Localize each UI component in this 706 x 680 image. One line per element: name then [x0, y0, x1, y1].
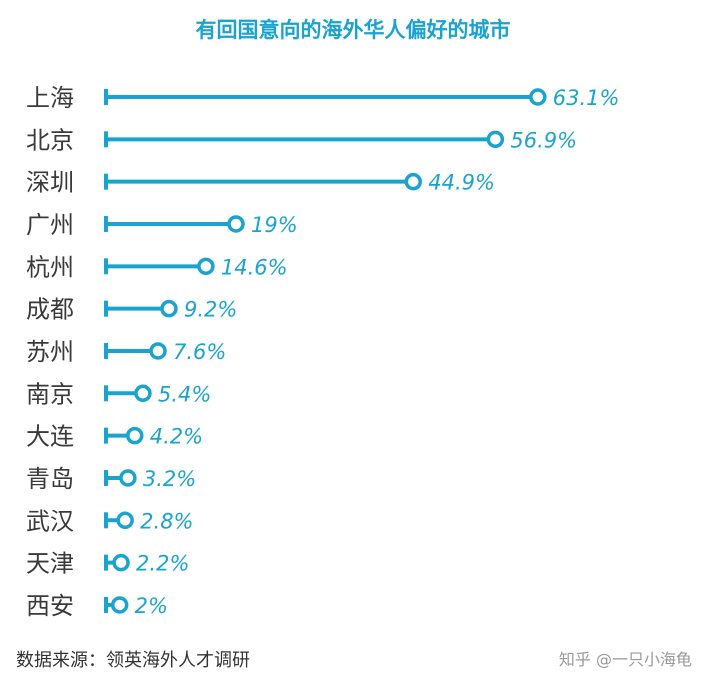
- watermark: 知乎 @一只小海龟: [558, 650, 692, 669]
- bar-end-marker: [486, 130, 505, 149]
- bar-end-marker: [149, 342, 167, 360]
- bar-end-marker: [110, 596, 129, 614]
- category-label: 成都: [26, 296, 74, 324]
- bar-end-marker: [404, 172, 422, 191]
- value-label: 2.8%: [140, 509, 193, 533]
- bar-end-marker: [197, 257, 215, 276]
- bar-end-marker: [529, 88, 547, 106]
- bar-end-marker: [227, 215, 245, 233]
- category-label: 青岛: [26, 465, 74, 493]
- lollipop-chart: 上海 63.1% 北京 56.9% 深圳 44.9% 广州 19% 杭州 14.6% 成都 9.2% 苏…: [26, 84, 620, 620]
- value-label: 5.4%: [158, 382, 211, 406]
- category-label: 广州: [26, 211, 74, 239]
- value-label: 19%: [251, 213, 298, 237]
- value-label: 7.6%: [173, 340, 226, 364]
- category-label: 上海: [26, 84, 74, 112]
- bar-end-marker: [119, 469, 137, 487]
- value-label: 63.1%: [553, 86, 620, 110]
- category-label: 杭州: [26, 253, 74, 281]
- category-label: 天津: [26, 550, 74, 578]
- category-label: 大连: [26, 423, 74, 451]
- bar-end-marker: [134, 384, 152, 403]
- value-label: 56.9%: [510, 128, 577, 152]
- category-label: 苏州: [26, 338, 74, 366]
- value-label: 9.2%: [184, 298, 237, 322]
- value-label: 4.2%: [150, 425, 203, 449]
- chart-title: 有回国意向的海外华人偏好的城市: [195, 18, 511, 42]
- category-label: 北京: [26, 126, 74, 154]
- category-label: 深圳: [26, 169, 74, 197]
- category-label: 南京: [26, 380, 74, 408]
- value-label: 44.9%: [428, 171, 495, 195]
- bar-end-marker: [112, 553, 130, 572]
- bar-end-marker: [116, 511, 134, 530]
- category-label: 武汉: [26, 507, 74, 535]
- value-label: 14.6%: [221, 255, 288, 279]
- value-label: 2%: [135, 594, 168, 618]
- source-note: 数据来源：领英海外人才调研: [16, 650, 250, 671]
- value-label: 2.2%: [136, 552, 189, 576]
- value-label: 3.2%: [143, 467, 196, 491]
- bar-end-marker: [160, 299, 178, 318]
- bar-end-marker: [125, 426, 144, 445]
- category-label: 西安: [26, 592, 74, 620]
